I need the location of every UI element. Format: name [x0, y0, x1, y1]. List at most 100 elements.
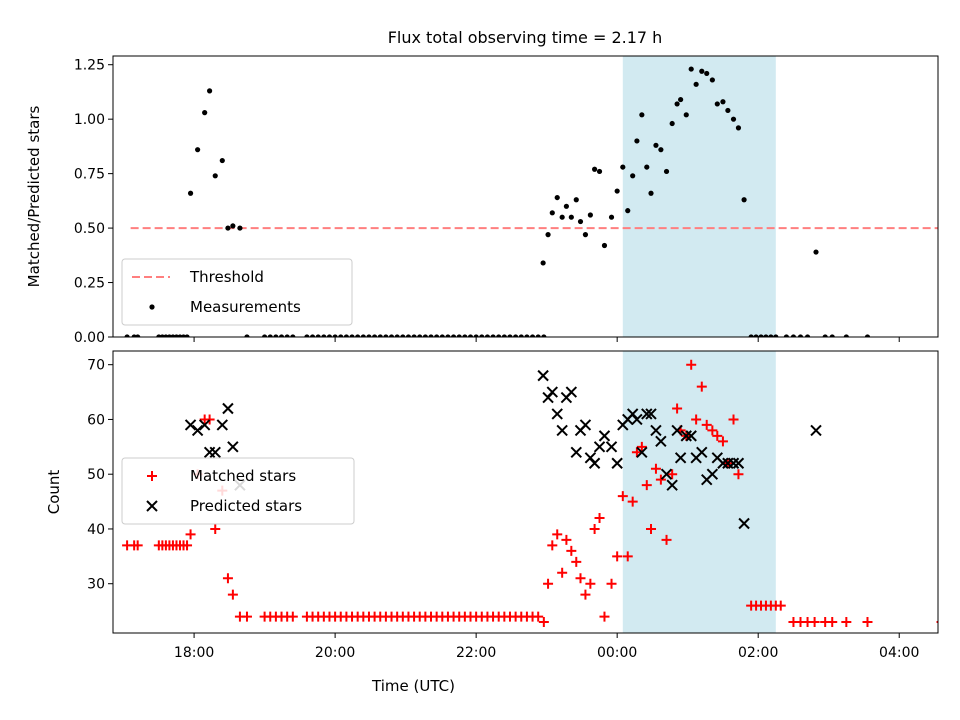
- measurement-point: [445, 334, 451, 337]
- measurement-point: [377, 334, 383, 337]
- ratio-panel: 0.00 0.25 0.50 0.75 1.00 1.25 Matched/Predicte…: [25, 55, 939, 346]
- x-tick-label: 04:00: [879, 645, 919, 661]
- measurement-point: [244, 334, 250, 337]
- measurement-point: [614, 188, 620, 194]
- matched-point: [287, 611, 298, 622]
- legend-box: [121, 457, 355, 525]
- x-axis-label: Time (UTC): [371, 677, 455, 695]
- measurement-point: [278, 334, 285, 337]
- plot-area: [122, 351, 938, 633]
- measurement-point: [725, 107, 731, 114]
- measurement-point: [501, 334, 507, 337]
- matched-point: [733, 469, 744, 480]
- y-tick-label: 50: [87, 467, 105, 483]
- legend-box: [121, 258, 353, 326]
- measurement-point: [829, 334, 835, 337]
- matched-point: [667, 469, 678, 480]
- measurement-point: [237, 225, 243, 231]
- measurement-point: [577, 218, 584, 225]
- measurement-point: [267, 334, 273, 337]
- chart-title: Flux total observing time = 2.17 h: [388, 28, 663, 47]
- legend-matched-marker: [147, 471, 157, 481]
- predicted-point: [556, 424, 568, 437]
- series-matched-stars: [122, 359, 938, 628]
- legend-label: Predicted stars: [190, 497, 302, 515]
- matched-point: [691, 414, 702, 425]
- measurement-point: [400, 334, 406, 337]
- measurement-point: [735, 125, 742, 131]
- y-tick-label: 40: [87, 522, 105, 538]
- measurement-point: [741, 197, 747, 203]
- measurement-point: [540, 260, 546, 266]
- axes-frame: [112, 350, 939, 634]
- y-tick-label: 1.25: [74, 58, 105, 74]
- measurement-point: [422, 334, 428, 337]
- matched-point: [655, 474, 666, 485]
- legend-predicted-marker: [146, 500, 158, 512]
- predicted-point: [184, 419, 197, 431]
- predicted-point: [227, 441, 239, 453]
- measurement-point: [773, 334, 779, 337]
- measurement-point: [284, 334, 290, 337]
- measurement-point: [202, 110, 208, 116]
- measurement-point: [338, 334, 344, 337]
- measurement-point: [559, 214, 565, 220]
- measurement-point: [688, 66, 694, 72]
- count-panel: 30 40 50 60 70 18:00 20:00 22:00 00:00 02:00 04:00…: [45, 350, 939, 695]
- measurement-point: [383, 334, 389, 337]
- matched-point: [543, 578, 554, 589]
- measurement-point: [608, 214, 615, 220]
- measurement-point: [639, 112, 645, 118]
- measurement-point: [405, 334, 412, 337]
- y-axis-label: Matched/Predicted stars: [25, 106, 43, 288]
- y-tick-label: 60: [87, 412, 105, 428]
- predicted-point: [198, 419, 211, 431]
- predicted-point: [685, 430, 697, 442]
- predicted-point: [660, 468, 673, 480]
- measurement-point: [372, 334, 378, 337]
- predicted-point: [641, 408, 653, 420]
- matched-point: [227, 589, 238, 600]
- measurement-point: [822, 334, 828, 337]
- measurement-point: [634, 138, 640, 144]
- matched-point: [686, 359, 697, 370]
- measurement-point: [212, 173, 218, 179]
- predicted-point: [655, 435, 667, 448]
- matched-point: [622, 551, 633, 562]
- matched-point: [617, 491, 628, 502]
- observing-span: [622, 56, 776, 337]
- series-predicted-stars: [184, 369, 822, 530]
- predicted-point: [727, 457, 740, 469]
- measurement-point: [813, 249, 819, 255]
- measurement-point: [790, 334, 797, 337]
- predicted-point: [222, 402, 234, 415]
- measurement-point: [315, 334, 321, 337]
- measurement-point: [456, 334, 462, 337]
- x-tick-label: 20:00: [315, 645, 355, 661]
- predicted-point: [738, 517, 750, 530]
- matched-point: [827, 617, 838, 628]
- predicted-point: [810, 424, 822, 437]
- measurement-point: [411, 334, 417, 337]
- predicted-point: [666, 479, 678, 491]
- measurement-point: [663, 168, 670, 175]
- predicted-point: [674, 452, 687, 464]
- measurement-point: [592, 166, 598, 172]
- y-tick-label: 0.50: [74, 221, 105, 237]
- measurement-point: [678, 96, 684, 103]
- measurement-point: [124, 334, 130, 337]
- matched-point: [585, 578, 596, 589]
- measurement-point: [304, 334, 310, 337]
- predicted-point: [671, 424, 683, 437]
- matched-point: [641, 480, 652, 491]
- matched-point: [672, 403, 683, 414]
- y-tick-label: 70: [87, 358, 105, 374]
- matched-point: [589, 523, 600, 534]
- measurement-point: [434, 334, 440, 337]
- predicted-point: [605, 441, 618, 453]
- measurement-point: [714, 101, 720, 107]
- matched-point: [809, 617, 820, 628]
- measurement-point: [524, 334, 530, 337]
- measurement-point: [496, 334, 502, 337]
- matched-point: [241, 611, 252, 622]
